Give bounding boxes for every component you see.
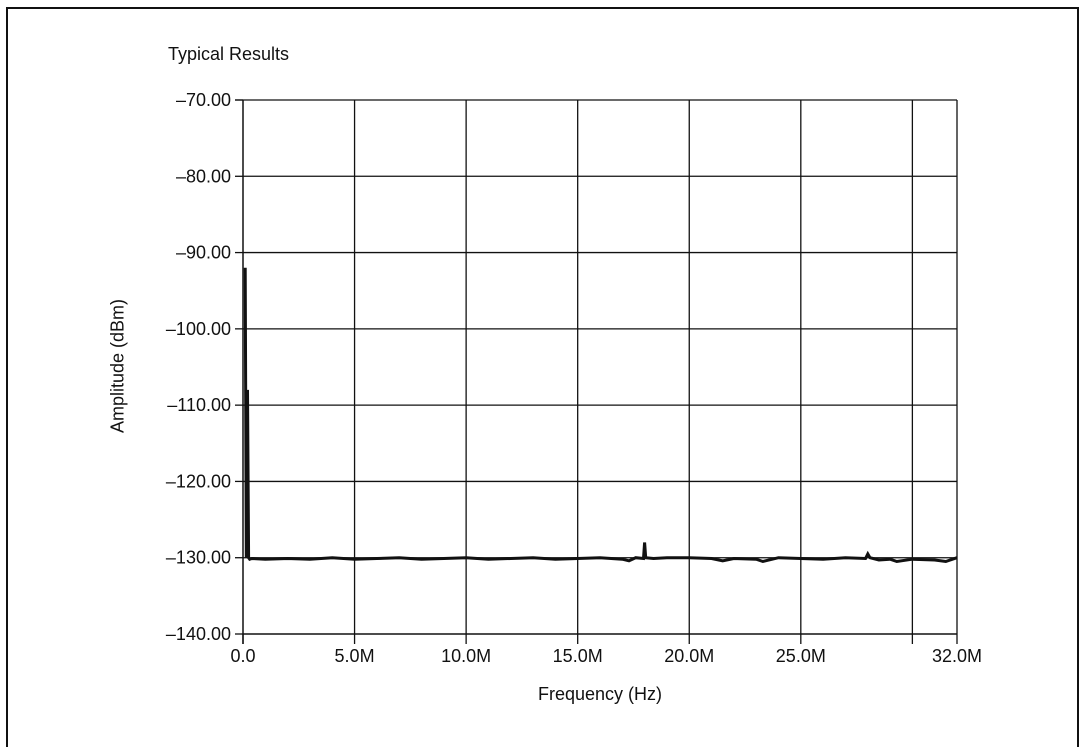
y-tick-label: –120.00: [166, 471, 231, 491]
x-tick-label: 15.0M: [553, 646, 603, 666]
chart-title: Typical Results: [168, 44, 290, 64]
y-tick-label: –110.00: [167, 395, 231, 415]
y-tick-label: –90.00: [176, 243, 231, 263]
chart-frame: [6, 7, 1079, 747]
y-tick-label: –130.00: [166, 548, 231, 568]
y-tick-label: –140.00: [166, 624, 231, 644]
data-series-line: [243, 267, 958, 564]
y-tick-label: –100.00: [166, 319, 231, 339]
y-tick-label: –80.00: [176, 166, 231, 186]
x-tick-label: 0.0: [230, 646, 255, 666]
x-tick-label: 10.0M: [441, 646, 491, 666]
x-tick-label: 32.0M: [932, 646, 982, 666]
x-tick-label: 5.0M: [335, 646, 375, 666]
x-tick-label: 25.0M: [776, 646, 826, 666]
y-tick-label: –70.00: [176, 90, 231, 110]
x-tick-label: 20.0M: [664, 646, 714, 666]
x-axis-label: Frequency (Hz): [537, 684, 663, 704]
